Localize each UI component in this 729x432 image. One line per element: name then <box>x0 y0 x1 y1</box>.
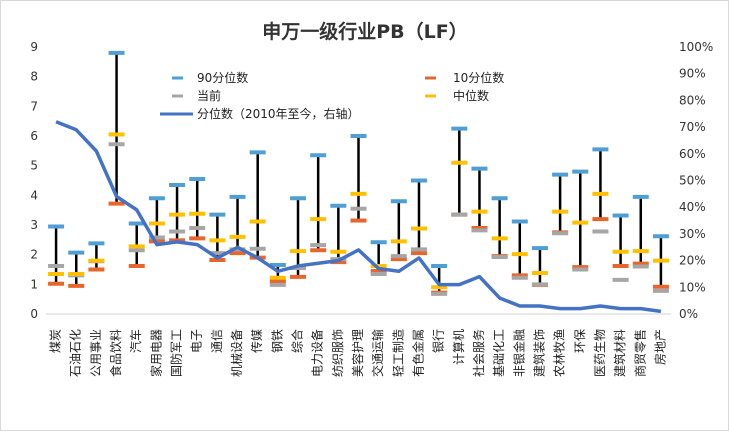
chart-title: 申万一级行业PB（LF） <box>262 20 468 43</box>
category-label: 煤炭 <box>49 329 63 353</box>
category-label: 房地产 <box>652 329 667 365</box>
category-label: 汽车 <box>128 329 143 353</box>
category-label: 电力设备 <box>311 329 325 377</box>
left-tick-label: 8 <box>30 70 38 84</box>
category-label: 公用事业 <box>89 329 103 377</box>
legend-percentile-label: 分位数（2010年至今，右轴） <box>197 106 360 121</box>
left-tick-label: 2 <box>30 248 38 262</box>
left-tick-label: 3 <box>30 218 38 232</box>
category-label: 美容护理 <box>350 329 365 377</box>
right-tick-label: 50% <box>679 174 706 188</box>
category-label: 银行 <box>432 329 446 353</box>
category-label: 计算机 <box>451 329 466 365</box>
category-label: 电子 <box>190 329 204 353</box>
category-label: 钢铁 <box>270 329 284 353</box>
category-label: 医药生物 <box>593 329 607 377</box>
right-tick-label: 40% <box>679 200 706 214</box>
category-label: 环保 <box>573 329 587 353</box>
category-label: 综合 <box>290 329 305 353</box>
right-tick-label: 0% <box>679 307 698 321</box>
left-tick-label: 7 <box>30 99 38 113</box>
right-tick-label: 30% <box>679 227 706 241</box>
right-tick-label: 10% <box>679 280 706 294</box>
category-label: 基础化工 <box>492 329 506 377</box>
left-tick-label: 5 <box>30 159 38 173</box>
category-label: 商贸零售 <box>632 329 647 377</box>
legend-median-label: 中位数 <box>453 88 489 103</box>
category-label: 纺织服饰 <box>331 329 345 377</box>
right-tick-label: 60% <box>679 147 706 161</box>
category-label: 机械设备 <box>229 329 244 377</box>
right-tick-label: 70% <box>679 120 706 134</box>
category-label: 通信 <box>210 329 224 353</box>
left-tick-label: 1 <box>30 277 38 291</box>
legend-current-label: 当前 <box>197 88 221 103</box>
right-tick-label: 20% <box>679 254 706 268</box>
category-label: 社会服务 <box>471 329 486 377</box>
category-label: 轻工制造 <box>391 329 405 377</box>
left-tick-label: 6 <box>30 129 38 143</box>
category-label: 有色金属 <box>410 329 425 377</box>
left-tick-label: 0 <box>30 307 38 321</box>
category-label: 农林牧渔 <box>553 329 567 377</box>
right-tick-label: 90% <box>679 67 706 81</box>
category-label: 石油石化 <box>69 329 83 377</box>
category-label: 建筑装饰 <box>531 329 546 377</box>
category-label: 非银金融 <box>511 329 526 377</box>
category-label: 传媒 <box>249 329 264 353</box>
left-tick-label: 4 <box>30 188 38 202</box>
category-label: 食品饮料 <box>108 329 123 377</box>
legend-p90-label: 90分位数 <box>197 70 248 85</box>
legend-p10-label: 10分位数 <box>453 70 504 85</box>
percentile-line <box>55 120 662 314</box>
category-label: 交通运输 <box>370 329 385 377</box>
left-tick-label: 9 <box>30 40 38 54</box>
right-tick-label: 100% <box>679 40 713 54</box>
category-label: 建筑材料 <box>612 329 627 377</box>
right-tick-label: 80% <box>679 93 706 107</box>
category-label: 家用电器 <box>148 329 163 377</box>
category-label: 国防军工 <box>169 329 184 377</box>
legend: 90分位数 10分位数 当前 中位数 分位数（2010年至今，右轴） <box>160 70 504 121</box>
